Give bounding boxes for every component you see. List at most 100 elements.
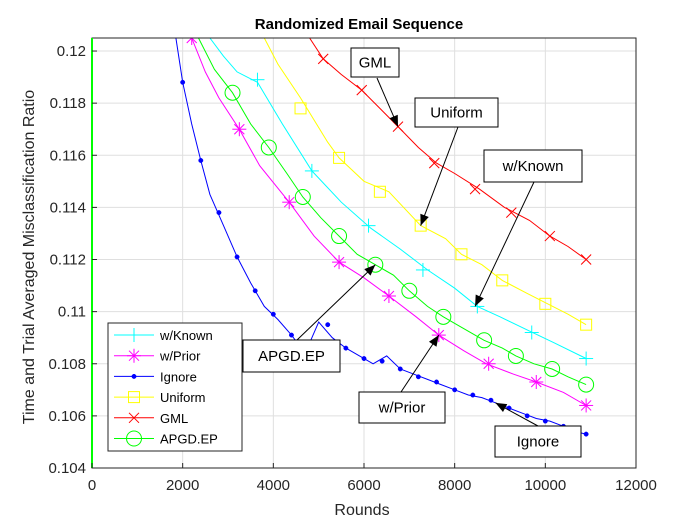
series-gml xyxy=(309,38,592,265)
data-point-gml xyxy=(317,53,329,65)
annotation-box xyxy=(242,339,341,373)
data-point-apgd-ep xyxy=(294,188,311,205)
data-point-ignore xyxy=(343,345,349,351)
data-point-uniform xyxy=(333,151,346,164)
marker-stroke xyxy=(580,254,592,265)
marker-stroke xyxy=(580,400,592,411)
annotation-text: w/Prior xyxy=(378,400,426,417)
annotation-box xyxy=(494,425,582,458)
data-point-gml xyxy=(580,254,592,265)
y-tick-label: 0.12 xyxy=(57,43,86,60)
data-point-apgd-ep xyxy=(578,376,595,393)
annotation-w-known: w/Known xyxy=(474,149,583,307)
annotation-text: Uniform xyxy=(430,105,483,122)
data-point-uniform xyxy=(455,248,468,261)
data-point-w-known xyxy=(361,218,376,233)
data-point-w-known xyxy=(415,262,430,277)
marker-stroke xyxy=(428,157,440,169)
annotation-box xyxy=(414,97,499,128)
legend-marker xyxy=(131,373,137,379)
marker-stroke xyxy=(317,53,329,65)
marker-stroke xyxy=(356,84,368,96)
legend-label: w/Prior xyxy=(159,349,201,364)
chart-title: Randomized Email Sequence xyxy=(255,16,463,33)
annotation-box xyxy=(350,47,400,78)
data-point-ignore xyxy=(415,374,421,380)
data-point-ignore xyxy=(216,210,222,216)
data-point-w-prior xyxy=(232,122,247,137)
data-point-w-known xyxy=(304,163,319,178)
legend-label: APGD.EP xyxy=(160,432,218,447)
annotation-arrowhead xyxy=(364,264,376,276)
annotation-apgd-ep: APGD.EP xyxy=(242,264,376,373)
data-point-w-prior xyxy=(282,195,297,210)
legend-marker xyxy=(127,328,141,342)
y-tick-label: 0.116 xyxy=(50,147,86,164)
annotation-arrow-line xyxy=(474,181,535,307)
marker-stroke xyxy=(469,183,481,195)
series-line-ignore xyxy=(175,38,587,435)
x-tick-label: 12000 xyxy=(615,477,657,494)
legend-entry-apgd-ep: APGD.EP xyxy=(114,430,218,447)
marker-stroke xyxy=(233,123,245,135)
data-point-apgd-ep xyxy=(260,139,277,156)
marker-stroke xyxy=(530,376,542,388)
marker-stroke xyxy=(128,412,140,424)
data-point-ignore xyxy=(361,356,367,361)
data-point-w-prior xyxy=(184,38,199,45)
data-point-w-known xyxy=(250,72,265,87)
y-tick-label: 0.112 xyxy=(50,252,86,269)
data-point-apgd-ep xyxy=(401,282,418,299)
marker-stroke xyxy=(333,256,345,268)
x-tick-label: 2000 xyxy=(166,477,199,494)
marker-stroke xyxy=(383,290,395,302)
x-tick-label: 10000 xyxy=(524,477,566,494)
data-point-ignore xyxy=(524,413,530,419)
data-point-ignore xyxy=(470,392,476,398)
annotation-arrowhead xyxy=(475,294,484,307)
x-tick-label: 6000 xyxy=(347,477,380,494)
data-point-w-prior xyxy=(579,398,594,413)
annotation-arrow-line xyxy=(420,126,459,226)
data-point-apgd-ep xyxy=(507,347,524,364)
data-point-ignore xyxy=(583,431,589,437)
data-point-ignore xyxy=(379,358,385,364)
x-tick-label: 8000 xyxy=(438,477,471,494)
data-point-ignore xyxy=(452,387,458,393)
annotation-arrow-line xyxy=(296,264,376,341)
annotation-box xyxy=(358,391,446,424)
data-point-ignore xyxy=(434,379,439,385)
legend-label: w/Known xyxy=(159,328,213,343)
data-point-apgd-ep xyxy=(331,228,348,245)
x-tick-label: 0 xyxy=(88,477,96,494)
data-point-ignore xyxy=(198,158,204,163)
data-point-ignore xyxy=(542,418,548,424)
marker-stroke xyxy=(128,350,140,362)
y-tick-label: 0.108 xyxy=(48,356,86,373)
data-point-ignore xyxy=(180,79,186,85)
data-point-gml xyxy=(469,183,481,195)
legend-label: GML xyxy=(160,411,188,426)
data-point-gml xyxy=(505,207,517,218)
data-point-gml xyxy=(356,84,368,96)
legend: w/Known w/Prior Ignore Uniform GML APGD.EP xyxy=(107,322,243,452)
marker-stroke xyxy=(483,358,495,370)
data-point-gml xyxy=(428,157,440,169)
data-point-uniform xyxy=(294,102,307,115)
annotation-arrowhead xyxy=(420,213,429,226)
legend-entry-uniform: Uniform xyxy=(114,390,206,405)
data-point-ignore xyxy=(252,288,258,294)
annotation-gml: GML xyxy=(350,47,400,127)
legend-label: Uniform xyxy=(160,390,206,405)
annotation-arrowhead xyxy=(495,402,508,413)
annotation-arrowhead xyxy=(389,114,398,127)
y-tick-label: 0.11 xyxy=(58,304,86,321)
annotations: GML Uniform w/Known APGD.EP w/Prior Ignore xyxy=(242,47,583,458)
data-point-gml xyxy=(544,230,556,242)
y-tick-label: 0.104 xyxy=(48,460,86,477)
annotation-arrowhead xyxy=(428,335,439,347)
data-point-w-prior xyxy=(332,255,347,270)
series-uniform xyxy=(263,38,593,331)
data-point-ignore xyxy=(270,311,276,317)
